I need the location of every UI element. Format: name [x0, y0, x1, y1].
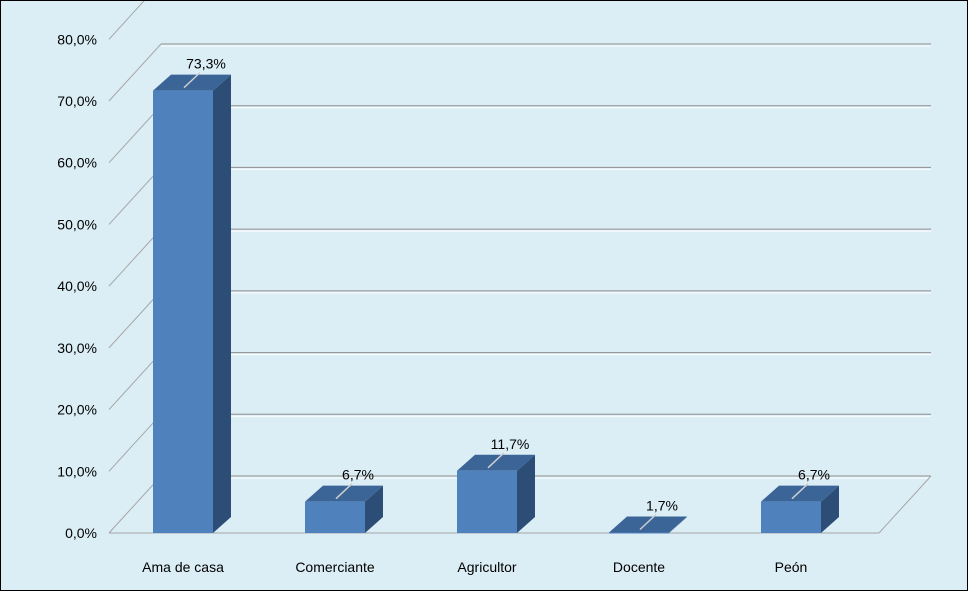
x-category-label: Docente	[613, 559, 665, 575]
floor-edge	[878, 475, 932, 534]
x-category-label: Peón	[775, 559, 808, 575]
bar	[457, 470, 517, 533]
bar-top	[609, 516, 687, 533]
x-category-label: Ama de casa	[142, 559, 224, 575]
x-category-label: Comerciante	[295, 559, 375, 575]
bar-side	[821, 485, 839, 533]
x-category-label: Agricultor	[457, 559, 516, 575]
side-gridline	[108, 1, 145, 40]
bar-top	[457, 454, 535, 471]
bar-side	[365, 485, 383, 533]
y-tick-label: 30,0%	[57, 340, 97, 356]
y-tick-label: 60,0%	[57, 155, 97, 171]
data-label: 6,7%	[342, 467, 374, 483]
x-axis-categories: Ama de casa Comerciante Agricultor Docente P…	[142, 559, 807, 575]
y-tick-label: 0,0%	[65, 525, 97, 541]
side-gridline	[108, 290, 162, 349]
bar	[305, 501, 365, 533]
data-labels: 73,3% 6,7% 11,7% 1,7% 6,7%	[183, 56, 830, 531]
y-axis-ticks: 0,0% 10,0% 20,0% 30,0% 40,0% 50,0% 60,0% 70,0% 8…	[57, 31, 97, 541]
label-leader	[791, 483, 809, 500]
bar-side	[213, 74, 231, 534]
y-tick-label: 40,0%	[57, 278, 97, 294]
bar-side	[517, 454, 535, 533]
y-tick-label: 20,0%	[57, 402, 97, 418]
side-gridline	[108, 43, 162, 102]
side-gridline	[108, 228, 162, 287]
side-gridline	[108, 167, 162, 225]
data-label: 73,3%	[186, 56, 226, 72]
side-gridline	[108, 105, 162, 164]
data-label: 11,7%	[491, 436, 530, 452]
data-label: 6,7%	[798, 467, 830, 483]
label-leader	[335, 483, 353, 500]
bars	[153, 74, 839, 534]
y-tick-label: 50,0%	[57, 216, 97, 232]
gridlines	[108, 1, 932, 534]
bar	[761, 501, 821, 533]
side-gridline	[108, 475, 162, 534]
label-leader	[183, 72, 201, 89]
bar	[609, 532, 669, 534]
bar-side	[669, 516, 687, 533]
bar	[153, 90, 213, 534]
side-gridline	[108, 413, 162, 472]
bar-top	[305, 485, 383, 502]
data-label: 1,7%	[646, 498, 678, 514]
y-tick-label: 70,0%	[57, 93, 97, 109]
bar-top	[153, 74, 231, 91]
bar-top	[761, 485, 839, 502]
y-tick-label: 10,0%	[57, 463, 97, 479]
label-leader	[639, 513, 657, 531]
y-tick-label: 80,0%	[57, 31, 97, 47]
side-gridline	[108, 352, 162, 410]
label-leader	[487, 452, 505, 469]
